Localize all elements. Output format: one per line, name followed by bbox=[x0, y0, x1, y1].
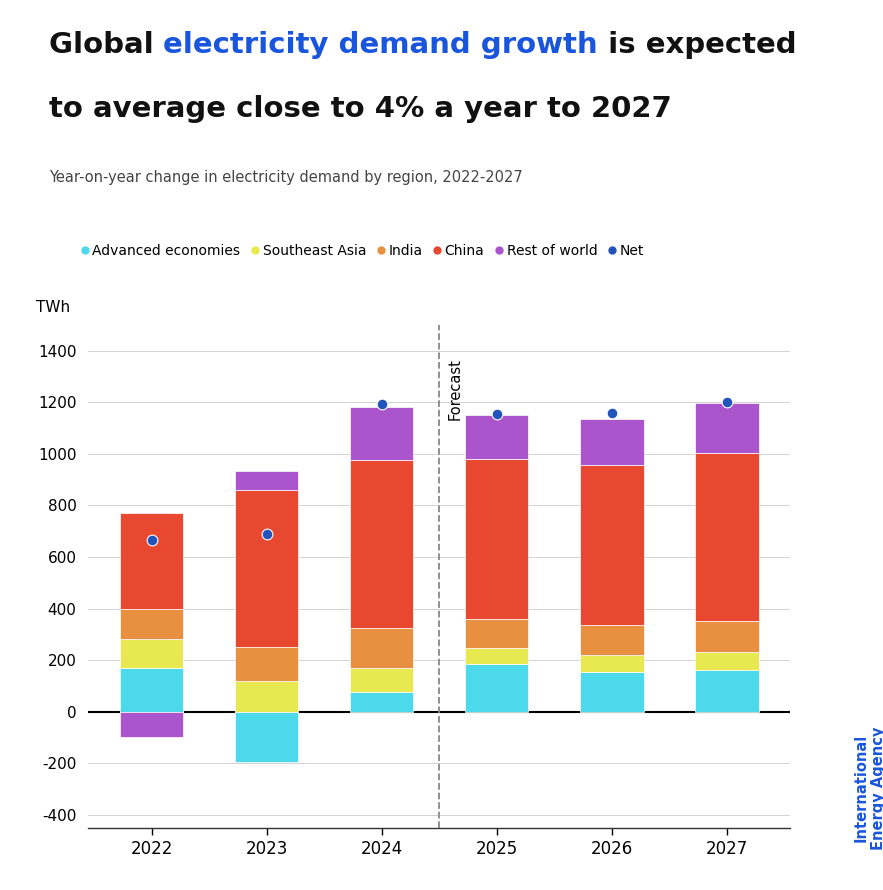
Bar bbox=[695, 453, 758, 621]
Bar bbox=[235, 681, 298, 712]
Text: electricity demand growth: electricity demand growth bbox=[163, 31, 598, 59]
Bar bbox=[120, 514, 184, 609]
Bar bbox=[580, 419, 644, 465]
Bar bbox=[120, 668, 184, 712]
Point bbox=[605, 406, 619, 420]
Bar bbox=[465, 415, 529, 459]
Bar bbox=[580, 672, 644, 712]
Bar bbox=[235, 647, 298, 681]
Legend: Advanced economies, Southeast Asia, India, China, Rest of world, Net: Advanced economies, Southeast Asia, Indi… bbox=[81, 244, 644, 258]
Bar bbox=[120, 639, 184, 668]
Text: TWh: TWh bbox=[35, 300, 70, 315]
Point bbox=[720, 395, 734, 409]
Bar bbox=[120, 609, 184, 639]
Point bbox=[260, 527, 274, 541]
Bar bbox=[465, 649, 529, 664]
Text: Global: Global bbox=[49, 31, 163, 59]
Point bbox=[145, 533, 159, 547]
Bar bbox=[350, 460, 413, 627]
Bar bbox=[235, 490, 298, 647]
Bar bbox=[695, 651, 758, 670]
Text: International
Energy Agency: International Energy Agency bbox=[854, 726, 883, 850]
Bar bbox=[350, 627, 413, 668]
Bar bbox=[120, 712, 184, 738]
Text: is expected: is expected bbox=[598, 31, 796, 59]
Point bbox=[374, 397, 389, 411]
Bar bbox=[465, 459, 529, 619]
Point bbox=[490, 407, 504, 421]
Bar bbox=[350, 668, 413, 692]
Bar bbox=[695, 670, 758, 712]
Text: to average close to 4% a year to 2027: to average close to 4% a year to 2027 bbox=[49, 95, 671, 123]
Bar bbox=[235, 712, 298, 762]
Bar bbox=[465, 664, 529, 712]
Text: Forecast: Forecast bbox=[448, 359, 463, 420]
Bar bbox=[580, 655, 644, 672]
Bar bbox=[695, 403, 758, 453]
Bar bbox=[235, 471, 298, 490]
Bar bbox=[580, 465, 644, 626]
Bar bbox=[465, 619, 529, 649]
Text: Year-on-year change in electricity demand by region, 2022-2027: Year-on-year change in electricity deman… bbox=[49, 170, 523, 185]
Bar bbox=[580, 626, 644, 655]
Bar bbox=[350, 408, 413, 460]
Bar bbox=[350, 692, 413, 712]
Bar bbox=[695, 621, 758, 651]
